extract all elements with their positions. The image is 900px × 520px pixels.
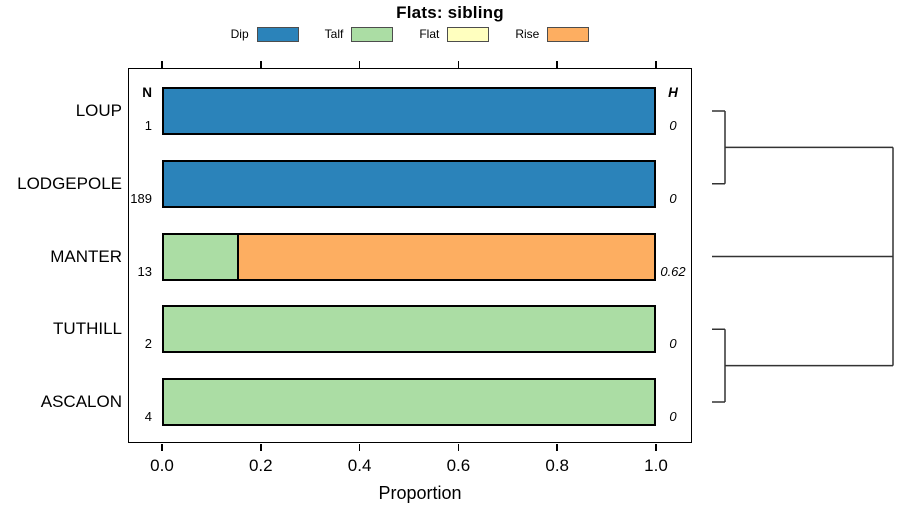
n-value: 4: [144, 409, 152, 424]
bar-segment-talf: [164, 380, 654, 424]
x-axis-tick-label: 0.8: [545, 456, 569, 475]
n-value: 1: [144, 118, 152, 133]
bar: [162, 232, 656, 281]
category-label: TUTHILL: [53, 319, 122, 339]
category-label: LODGEPOLE: [17, 173, 122, 193]
x-axis-tick-label: 1.0: [644, 456, 668, 475]
n-column-header: N: [142, 85, 152, 100]
bar: [162, 305, 656, 354]
h-value: 0: [669, 190, 677, 206]
x-axis-top-tick: [655, 60, 657, 68]
bar-segment-dip: [164, 161, 654, 206]
n-value: 189: [130, 190, 152, 206]
bar-segment-dip: [164, 89, 654, 133]
h-value: 0: [669, 118, 677, 133]
legend-item: Flat: [419, 26, 490, 42]
legend-label: Talf: [324, 27, 344, 41]
legend-swatch: [256, 26, 299, 42]
legend-item: Dip: [230, 26, 299, 42]
x-axis-tick: [260, 443, 262, 451]
x-axis-tick: [655, 443, 657, 451]
category-label: ASCALON: [40, 392, 122, 411]
x-axis-top-tick: [260, 60, 262, 68]
h-value: 0: [669, 409, 677, 424]
x-axis-tick-label: 0.2: [248, 456, 273, 475]
x-axis-tick-label: 0.4: [347, 456, 372, 475]
x-axis-tick: [556, 443, 558, 451]
bar-segment-rise: [239, 234, 654, 279]
x-axis-tick: [161, 443, 163, 451]
legend-swatch: [447, 26, 490, 42]
bar: [162, 159, 656, 208]
h-value: 0.62: [660, 263, 686, 279]
category-label: MANTER: [50, 246, 122, 266]
x-axis-tick-label: 0.0: [150, 456, 174, 475]
h-value: 0: [669, 336, 677, 352]
legend-swatch: [547, 26, 590, 42]
x-axis-top-tick: [556, 60, 558, 68]
legend: Dip Talf Flat Rise: [128, 25, 692, 43]
x-axis-top-tick: [358, 60, 361, 68]
legend-label: Dip: [230, 27, 249, 41]
category-label: LOUP: [75, 101, 122, 120]
legend-swatch: [351, 26, 394, 42]
x-axis-label: Proportion: [378, 483, 462, 503]
h-column-header: H: [668, 85, 678, 100]
legend-label: Flat: [419, 27, 440, 41]
bar: [162, 378, 656, 426]
x-axis-tick-label: 0.6: [446, 456, 471, 475]
legend-item: Rise: [515, 26, 590, 42]
chart-title: Flats: sibling: [396, 3, 504, 22]
n-value: 13: [137, 263, 152, 279]
n-value: 2: [144, 336, 152, 352]
x-axis-top-tick: [457, 60, 460, 68]
plot-frame: [128, 68, 692, 443]
bar-segment-talf: [164, 234, 239, 279]
legend-label: Rise: [515, 27, 540, 41]
x-axis-top-tick: [161, 60, 163, 68]
x-axis-tick: [457, 443, 460, 451]
bar-segment-talf: [164, 307, 654, 352]
legend-item: Talf: [324, 26, 394, 42]
x-axis-tick: [358, 443, 361, 451]
bar: [162, 87, 656, 135]
